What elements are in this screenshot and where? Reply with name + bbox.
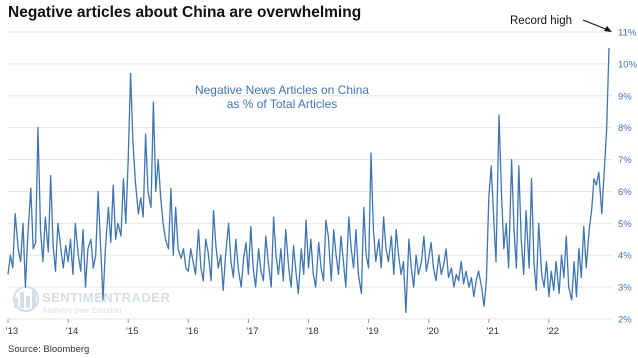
- x-axis-ticks: '13 '14 '15 '16 '17 '18 '19 '20 '21 '22: [6, 319, 559, 337]
- x-tick-label: '18: [306, 326, 318, 337]
- y-tick-label: 9%: [618, 91, 632, 102]
- y-tick-label: 4%: [618, 251, 632, 262]
- chart-title: Negative News Articles on China: [195, 83, 369, 97]
- page-title: Negative articles about China are overwh…: [8, 4, 362, 21]
- grid-lines: [8, 31, 612, 320]
- y-tick-label: 3%: [618, 283, 632, 294]
- y-tick-label: 6%: [618, 187, 632, 198]
- watermark-text: SENTIMENTRADER: [42, 290, 170, 305]
- y-tick-label: 2%: [618, 315, 632, 326]
- y-tick-label: 10%: [618, 59, 638, 70]
- source-note: Source: Bloomberg: [8, 344, 90, 355]
- watermark-logo-icon: [13, 286, 39, 312]
- x-tick-label: '13: [6, 326, 18, 337]
- x-tick-label: '15: [126, 326, 138, 337]
- x-tick-label: '22: [547, 326, 559, 337]
- y-tick-label: 5%: [618, 219, 632, 230]
- x-tick-label: '20: [427, 326, 439, 337]
- record-high-annotation: Record high: [510, 15, 572, 27]
- y-axis-ticks: 2% 3% 4% 5% 6% 7% 8% 9% 10% 11%: [618, 28, 638, 326]
- x-tick-label: '16: [186, 326, 198, 337]
- y-tick-label: 8%: [618, 123, 632, 134]
- watermark: SENTIMENTRADER Analysis over Emotion: [13, 286, 170, 315]
- chart-subtitle: as % of Total Articles: [227, 97, 338, 111]
- x-tick-label: '21: [487, 326, 499, 337]
- series-line: [7, 47, 610, 314]
- x-tick-label: '17: [246, 326, 258, 337]
- x-tick-label: '14: [66, 326, 78, 337]
- y-tick-label: 11%: [618, 28, 637, 39]
- annotation-arrow-icon: [582, 19, 612, 32]
- watermark-subtext: Analysis over Emotion: [42, 306, 121, 315]
- y-tick-label: 7%: [618, 155, 632, 166]
- x-tick-label: '19: [366, 326, 378, 337]
